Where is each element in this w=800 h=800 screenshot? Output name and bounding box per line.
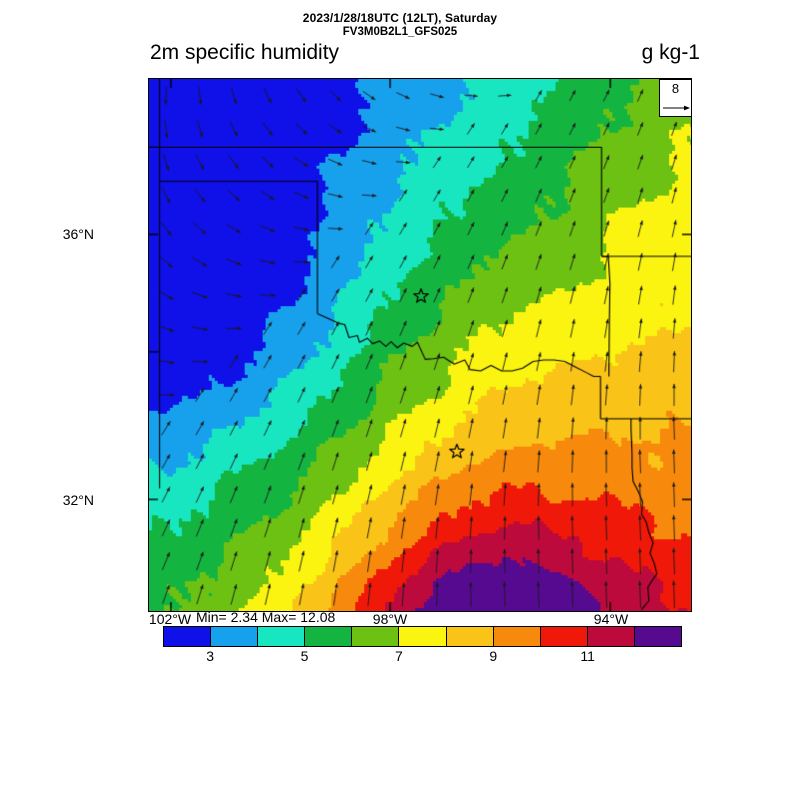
arrow-right-icon (663, 105, 690, 111)
page-title: 2m specific humidity (150, 41, 340, 64)
map-plot-area (148, 78, 692, 612)
xtick-label-102w: 102°W (148, 611, 192, 627)
colorbar-segment (446, 627, 494, 646)
colorbar-tick-label: 7 (395, 648, 403, 664)
colorbar-segment (164, 627, 212, 646)
units-label: g kg-1 (641, 41, 700, 64)
ytick-label-32n: 32°N (62, 492, 94, 508)
wind-vector-key: 8 (659, 79, 692, 117)
minmax-label: Min= 2.34 Max= 12.08 (196, 609, 336, 625)
colorbar-segment (493, 627, 541, 646)
colorbar-segment (399, 627, 447, 646)
colorbar (163, 626, 682, 647)
colorbar-segment (258, 627, 306, 646)
colorbar-tick-label: 3 (206, 648, 215, 664)
colorbar-segment (540, 627, 588, 646)
chart-timestamp: 2023/1/28/18UTC (12LT), Saturday (302, 11, 498, 25)
chart-model-id: FV3M0B2L1_GFS025 (342, 26, 458, 38)
colorbar-segment (305, 627, 353, 646)
xtick-label-94w: 94°W (593, 611, 629, 627)
wind-vector-key-value: 8 (671, 81, 680, 96)
colorbar-segment (634, 627, 682, 646)
colorbar-tick-label: 9 (489, 648, 498, 664)
ytick-label-36n: 36°N (62, 226, 94, 242)
colorbar-tick-label: 11 (580, 648, 595, 664)
colorbar-segment (211, 627, 259, 646)
colorbar-segment (352, 627, 400, 646)
colorbar-tick-labels: 3 5 7 9 11 (163, 648, 682, 668)
colorbar-segment (587, 627, 635, 646)
humidity-heatmap-canvas (149, 79, 691, 611)
xtick-label-98w: 98°W (372, 611, 408, 627)
colorbar-tick-label: 5 (300, 648, 309, 664)
